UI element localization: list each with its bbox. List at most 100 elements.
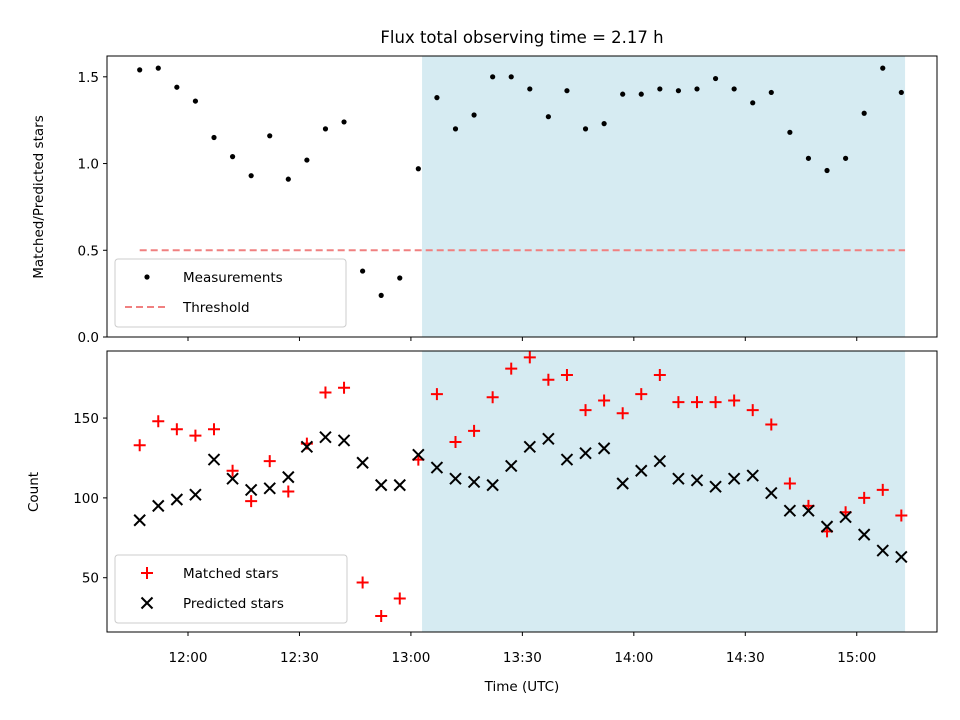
measurement-point: [898, 89, 904, 96]
matched-star-point: [542, 373, 555, 386]
predicted-star-point: [393, 478, 406, 492]
measurement-point: [694, 86, 700, 92]
measurement-point: [657, 86, 663, 92]
measurement-point: [545, 114, 551, 120]
measurement-point: [712, 75, 719, 82]
matched-star-point: [152, 415, 165, 428]
matched-star-point: [319, 386, 332, 399]
matched-star-point: [876, 483, 889, 496]
matched-star-point: [486, 391, 499, 404]
legend-predicted-marker: [140, 596, 154, 610]
matched-star-point: [672, 396, 685, 409]
legend-threshold-label: Threshold: [182, 300, 250, 316]
measurement-point: [192, 98, 199, 104]
measurement-point: [490, 74, 496, 80]
measurement-point: [174, 84, 180, 90]
matched-star-point: [895, 509, 908, 522]
predicted-star-point: [300, 440, 314, 454]
bottom-panel: 50 100 150 12:00 12:30 13:00 13:30 14:00 14:30 1…: [26, 350, 938, 695]
predicted-star-point: [560, 453, 574, 466]
matched-star-point: [338, 381, 351, 394]
predicted-star-point: [857, 528, 871, 541]
matched-star-point: [282, 485, 295, 498]
predicted-star-point: [430, 461, 444, 474]
matched-star-point: [765, 418, 778, 431]
top-x-ticks: [187, 337, 858, 341]
matched-star-point: [728, 394, 741, 407]
matched-star-point: [263, 455, 276, 468]
predicted-star-point: [523, 440, 537, 454]
predicted-star-point: [579, 446, 592, 460]
measurement-point: [285, 176, 291, 182]
matched-star-point: [746, 404, 759, 417]
predicted-star-point: [672, 472, 685, 485]
measurement-point: [731, 86, 737, 92]
predicted-star-point: [467, 475, 481, 489]
predicted-star-point: [746, 469, 759, 482]
x-axis-label: Time (UTC): [484, 679, 560, 695]
x-tick-label: 13:00: [391, 650, 430, 666]
predicted-star-point: [765, 486, 778, 500]
measurement-point: [304, 157, 310, 163]
measurement-point: [601, 121, 607, 127]
predicted-star-point: [356, 456, 369, 469]
bottom-x-ticks: 12:00 12:30 13:00 13:30 14:00 14:30 15:00: [169, 632, 876, 666]
measurement-point: [527, 86, 533, 92]
predicted-star-point: [189, 488, 202, 501]
predicted-star-point: [895, 550, 908, 564]
matched-star-point: [208, 423, 221, 436]
legend-matched-label: Matched stars: [183, 566, 279, 582]
bottom-observing-window: [422, 351, 906, 632]
predicted-star-point: [133, 514, 146, 527]
x-tick-label: 14:30: [726, 650, 765, 666]
matched-star-point: [653, 368, 666, 381]
measurement-point: [137, 67, 143, 73]
measurement-point: [750, 100, 756, 106]
bottom-y-ticks: 50 100 150: [73, 411, 107, 587]
matched-star-point: [430, 388, 443, 401]
measurement-point: [805, 155, 812, 161]
measurement-point: [768, 89, 774, 96]
matched-star-point: [523, 351, 536, 364]
predicted-star-point: [616, 477, 629, 490]
bottom-y-axis-label: Count: [26, 472, 42, 512]
legend-measurements-marker: [144, 274, 150, 280]
predicted-star-point: [727, 472, 741, 485]
predicted-star-point: [802, 504, 815, 517]
y-tick-label: 150: [73, 411, 99, 427]
y-tick-label: 1.5: [78, 70, 99, 86]
measurement-point: [229, 154, 236, 160]
predicted-star-point: [170, 493, 184, 506]
matched-star-point: [579, 404, 592, 417]
matched-star-point: [635, 388, 648, 401]
matched-star-point: [245, 495, 258, 508]
top-legend: Measurements Threshold: [114, 258, 347, 328]
measurement-point: [248, 173, 254, 179]
measurement-point: [415, 166, 421, 172]
measurement-point: [638, 91, 644, 97]
predicted-star-point: [876, 544, 889, 557]
matched-star-point: [783, 477, 796, 490]
matched-star-point: [449, 436, 462, 449]
matched-star-point: [393, 592, 406, 605]
y-tick-label: 50: [82, 571, 99, 587]
bottom-legend: Matched stars Predicted stars: [114, 554, 348, 624]
top-data-marks: [137, 65, 906, 298]
predicted-star-point: [319, 431, 332, 444]
matched-star-point: [858, 491, 871, 504]
predicted-star-point: [449, 472, 462, 485]
measurement-point: [582, 126, 589, 132]
measurement-point: [620, 91, 626, 97]
top-y-axis-label: Matched/Predicted stars: [31, 115, 47, 278]
measurement-point: [564, 88, 570, 94]
y-tick-label: 100: [73, 491, 99, 507]
measurement-point: [508, 74, 514, 80]
measurement-point: [434, 95, 440, 101]
matched-star-point: [375, 610, 388, 623]
measurement-point: [675, 88, 682, 94]
matched-star-point: [560, 368, 573, 381]
measurement-point: [471, 112, 477, 118]
matched-star-point: [356, 576, 369, 589]
y-tick-label: 1.0: [78, 157, 99, 173]
